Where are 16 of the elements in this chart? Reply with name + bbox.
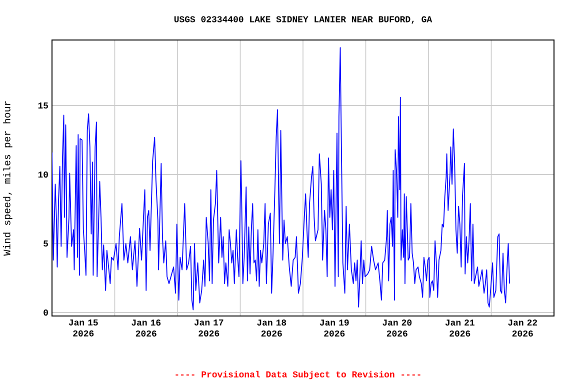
line-series (52, 47, 510, 310)
y-tick-label: 0 (44, 310, 48, 316)
x-tick-label: Jan 17 2026 (194, 320, 224, 336)
x-tick-label: Jan 18 2026 (257, 320, 286, 337)
y-axis-title: Wind speed, miles per hour (3, 101, 12, 256)
x-tick-label: Jan 16 2026 (132, 320, 161, 337)
x-tick-label: Jan 20 2026 (382, 320, 412, 337)
x-tick-label: Jan 19 2026 (320, 320, 349, 337)
x-tick-label: Jan 15 2026 (68, 320, 98, 336)
y-tick-label: 10 (38, 172, 48, 178)
x-tick-label: Jan 21 2026 (445, 320, 474, 337)
chart-title: USGS 02334400 LAKE SIDNEY LANIER NEAR BUFORD, GA (174, 16, 432, 24)
y-tick-label: 5 (44, 240, 48, 247)
y-tick-label: 15 (38, 102, 48, 109)
x-tick-label: Jan 22 2026 (508, 320, 538, 337)
text: ---- Provisional Data Subject to Revision ---- (176, 370, 420, 380)
